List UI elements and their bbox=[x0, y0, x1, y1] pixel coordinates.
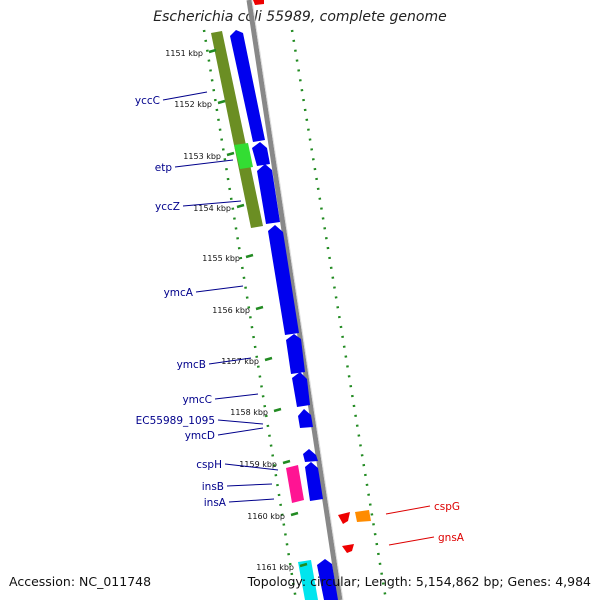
gene-label-ymcB[interactable]: ymcB bbox=[177, 359, 206, 371]
inner-dotted-guide bbox=[202, 29, 298, 600]
gene-leader-line bbox=[174, 159, 234, 168]
tick-label: 1157 kbp bbox=[221, 357, 259, 366]
tick-label: 1160 kbp bbox=[247, 512, 285, 521]
insertion-element[interactable] bbox=[286, 465, 304, 503]
map-title: Escherichia coli 55989, complete genome bbox=[153, 9, 447, 25]
gene-leader-line bbox=[224, 463, 279, 471]
tick-label: 1153 kbp bbox=[183, 152, 221, 161]
cds-1[interactable] bbox=[230, 30, 265, 142]
tick-label: 1161 kbp bbox=[256, 563, 294, 572]
gene-leader-line bbox=[228, 498, 275, 503]
cds-10[interactable] bbox=[317, 559, 338, 600]
gene-leader-line bbox=[182, 200, 242, 207]
tick-mark bbox=[255, 305, 264, 311]
tick-mark bbox=[299, 562, 308, 568]
cds-7[interactable] bbox=[298, 409, 313, 428]
gene-label-gnsA[interactable]: gnsA bbox=[438, 532, 465, 544]
cds-4[interactable] bbox=[268, 225, 299, 335]
tick-mark bbox=[282, 459, 291, 465]
cds-6[interactable] bbox=[292, 372, 310, 407]
gene-leader-line bbox=[208, 357, 252, 365]
tick-mark bbox=[208, 48, 217, 54]
tick-label: 1158 kbp bbox=[230, 408, 268, 417]
genome-backbone bbox=[246, 0, 343, 600]
cds-3[interactable] bbox=[257, 164, 280, 224]
cyan-feature[interactable] bbox=[298, 560, 318, 600]
tick-label: 1159 kbp bbox=[239, 460, 277, 469]
red-top-gene[interactable] bbox=[253, 0, 264, 5]
tick-label: 1151 kbp bbox=[165, 49, 203, 58]
gene-leader-line bbox=[214, 393, 259, 400]
cspg-gene[interactable] bbox=[338, 512, 350, 524]
gene-label-track: yccC etp yccZ ymcA ymcB ymcC EC55989_1095 ymcD c… bbox=[135, 91, 465, 546]
gene-leader-line bbox=[217, 427, 264, 436]
cds-9[interactable] bbox=[305, 462, 323, 501]
tick-mark bbox=[236, 203, 245, 209]
gene-label-cspG[interactable]: cspG bbox=[434, 501, 460, 513]
tick-label: 1155 kbp bbox=[202, 254, 240, 263]
orange-gene[interactable] bbox=[355, 510, 371, 522]
tick-mark bbox=[217, 99, 226, 105]
feature-track bbox=[211, 0, 371, 600]
tick-mark bbox=[264, 356, 273, 362]
gene-label-yccZ[interactable]: yccZ bbox=[155, 201, 180, 213]
tick-mark bbox=[290, 511, 299, 517]
gene-label-ymcA[interactable]: ymcA bbox=[164, 287, 194, 299]
cds-8[interactable] bbox=[303, 449, 318, 462]
gene-leader-line bbox=[226, 483, 273, 487]
gnsa-gene[interactable] bbox=[342, 544, 354, 553]
tick-label: 1152 kbp bbox=[174, 100, 212, 109]
gene-label-etp[interactable]: etp bbox=[155, 162, 173, 174]
backbone-highlight bbox=[251, 0, 344, 600]
gene-label-insB[interactable]: insB bbox=[202, 481, 224, 493]
gene-label-ymcD[interactable]: ymcD bbox=[185, 430, 215, 442]
outer-dotted-guide bbox=[290, 29, 388, 600]
gene-leader-line bbox=[195, 285, 244, 293]
gene-label-ymcC[interactable]: ymcC bbox=[182, 394, 212, 406]
gene-label-EC55989_1095[interactable]: EC55989_1095 bbox=[136, 415, 215, 427]
tick-mark bbox=[245, 253, 254, 259]
gene-leader-line bbox=[162, 91, 208, 101]
gene-label-yccC[interactable]: yccC bbox=[135, 95, 160, 107]
tick-label: 1154 kbp bbox=[193, 204, 231, 213]
tick-track: 1151 kbp 1152 kbp 1153 kbp 1154 kbp 1155 kbp… bbox=[165, 48, 308, 572]
gene-label-insA[interactable]: insA bbox=[204, 497, 227, 509]
gene-leader-line bbox=[217, 419, 264, 425]
gene-label-cspH[interactable]: cspH bbox=[196, 459, 222, 471]
cds-2[interactable] bbox=[252, 142, 270, 166]
olive-feature[interactable] bbox=[211, 31, 263, 228]
topology-text: Topology: circular; Length: 5,154,862 bp… bbox=[247, 574, 591, 589]
green-feature[interactable] bbox=[234, 143, 253, 169]
gene-leader-line bbox=[385, 505, 431, 515]
cds-5[interactable] bbox=[286, 334, 305, 374]
accession-text: Accession: NC_011748 bbox=[9, 574, 152, 589]
tick-mark bbox=[226, 151, 235, 157]
tick-label: 1156 kbp bbox=[212, 306, 250, 315]
tick-mark bbox=[273, 407, 282, 413]
gene-leader-line bbox=[388, 536, 435, 546]
